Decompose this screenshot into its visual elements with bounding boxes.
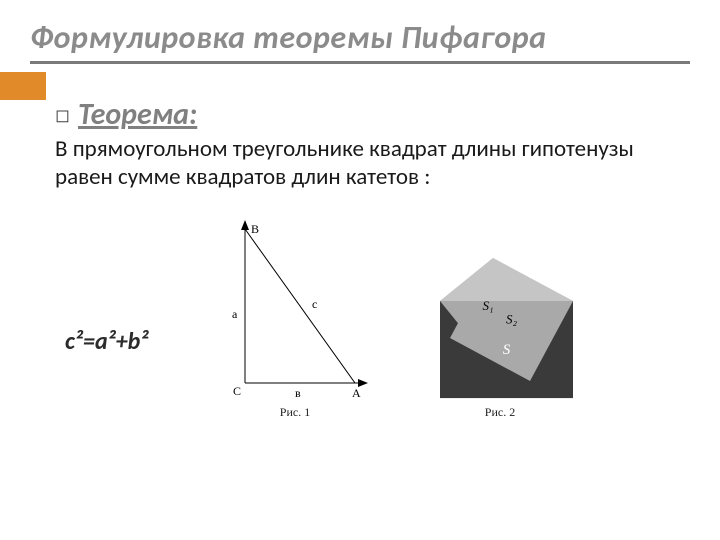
svg-text:S₂: S₂	[506, 312, 518, 327]
bullet-icon: ◻	[55, 106, 70, 124]
figure-2: S₁ S₂ S Рис. 2	[385, 203, 615, 420]
figure-1-caption: Рис. 1	[280, 405, 310, 420]
formula: c²=a²+b²	[55, 327, 205, 356]
svg-text:в: в	[295, 386, 301, 400]
theorem-body: В прямоугольном треугольнике квадрат дли…	[55, 136, 690, 191]
triangle-diagram: B C Aa в c	[215, 213, 375, 403]
svg-text:c: c	[312, 297, 317, 311]
accent-bar	[0, 72, 46, 100]
squares-diagram: S₁ S₂ S	[385, 203, 615, 403]
theorem-heading: ◻ Теорема:	[55, 96, 690, 133]
figure-1: B C Aa в c Рис. 1	[215, 213, 375, 420]
svg-text:C: C	[233, 384, 241, 398]
figure-2-caption: Рис. 2	[485, 405, 515, 420]
theorem-label: Теорема:	[78, 96, 197, 133]
page-title: Формулировка теоремы Пифагора	[30, 18, 690, 57]
svg-text:S: S	[503, 342, 511, 358]
svg-text:B: B	[251, 222, 259, 236]
svg-text:S₁: S₁	[482, 298, 493, 313]
title-underline	[30, 61, 690, 64]
svg-text:a: a	[232, 307, 238, 321]
svg-text:A: A	[352, 386, 361, 400]
